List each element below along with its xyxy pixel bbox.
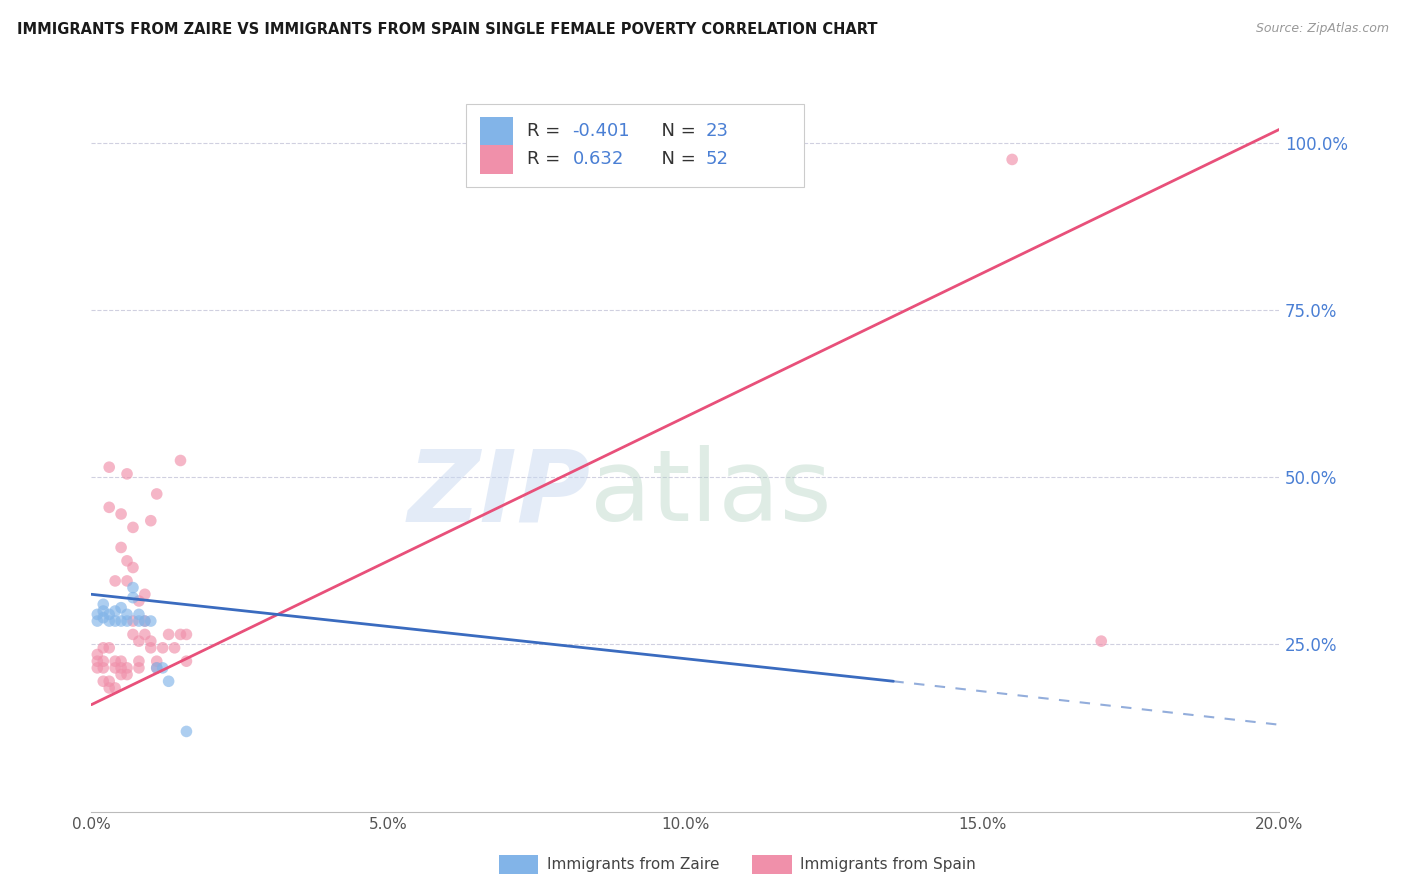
Point <box>139 640 162 655</box>
Point <box>91 661 114 675</box>
Text: R =: R = <box>527 122 567 140</box>
Point <box>1090 634 1112 648</box>
Point <box>122 560 145 574</box>
Point <box>86 661 108 675</box>
Point <box>163 640 186 655</box>
Point <box>91 611 114 625</box>
Point <box>91 640 114 655</box>
Point <box>104 614 127 628</box>
Point <box>122 591 145 605</box>
Point <box>98 614 121 628</box>
Text: 52: 52 <box>706 150 728 169</box>
Point <box>115 607 138 622</box>
Point <box>115 667 138 681</box>
Point <box>145 661 167 675</box>
Text: IMMIGRANTS FROM ZAIRE VS IMMIGRANTS FROM SPAIN SINGLE FEMALE POVERTY CORRELATION: IMMIGRANTS FROM ZAIRE VS IMMIGRANTS FROM… <box>17 22 877 37</box>
Point <box>157 627 180 641</box>
Point <box>139 614 162 628</box>
Point <box>128 607 150 622</box>
Point <box>104 574 127 588</box>
Text: N =: N = <box>650 150 702 169</box>
Point <box>152 640 174 655</box>
Point <box>157 674 180 689</box>
Point <box>139 634 162 648</box>
Point <box>122 520 145 534</box>
Point <box>139 514 162 528</box>
Text: R =: R = <box>527 150 572 169</box>
Point <box>115 661 138 675</box>
Point <box>110 541 132 555</box>
Point <box>128 594 150 608</box>
Point <box>128 654 150 668</box>
Point <box>110 667 132 681</box>
Point <box>86 614 108 628</box>
Point <box>98 500 121 515</box>
Point <box>169 453 191 467</box>
Point <box>176 724 198 739</box>
Point <box>128 661 150 675</box>
Point <box>104 661 127 675</box>
Text: 23: 23 <box>706 122 728 140</box>
Point <box>134 614 156 628</box>
Point <box>104 681 127 695</box>
Point <box>122 581 145 595</box>
Point <box>115 614 138 628</box>
Point <box>128 634 150 648</box>
Point <box>115 554 138 568</box>
Point <box>110 600 132 615</box>
Point <box>91 674 114 689</box>
Point <box>128 614 150 628</box>
Point <box>91 604 114 618</box>
Bar <box>479 117 513 145</box>
Point <box>145 661 167 675</box>
Point <box>134 627 156 641</box>
Point <box>152 661 174 675</box>
Point <box>86 654 108 668</box>
Point <box>134 587 156 601</box>
Bar <box>479 145 513 174</box>
Point <box>86 648 108 662</box>
Point <box>86 607 108 622</box>
Point <box>122 614 145 628</box>
Point <box>98 640 121 655</box>
Text: 0.632: 0.632 <box>572 150 624 169</box>
Point <box>115 574 138 588</box>
Point <box>115 467 138 481</box>
Text: ZIP: ZIP <box>408 445 591 542</box>
Point <box>110 614 132 628</box>
Text: atlas: atlas <box>591 445 832 542</box>
Point <box>1001 153 1024 167</box>
Point <box>91 654 114 668</box>
Point <box>110 507 132 521</box>
Point <box>145 487 167 501</box>
Point <box>98 674 121 689</box>
Text: Immigrants from Zaire: Immigrants from Zaire <box>547 857 720 871</box>
Point <box>98 681 121 695</box>
Point <box>145 654 167 668</box>
Text: Immigrants from Spain: Immigrants from Spain <box>800 857 976 871</box>
Point <box>110 654 132 668</box>
FancyBboxPatch shape <box>465 103 804 186</box>
Point <box>110 661 132 675</box>
Point <box>104 654 127 668</box>
Point <box>169 627 191 641</box>
Point <box>176 627 198 641</box>
Point <box>104 604 127 618</box>
Text: Source: ZipAtlas.com: Source: ZipAtlas.com <box>1256 22 1389 36</box>
Point <box>98 607 121 622</box>
Text: -0.401: -0.401 <box>572 122 630 140</box>
Point <box>134 614 156 628</box>
Point <box>176 654 198 668</box>
Point <box>122 627 145 641</box>
Text: N =: N = <box>650 122 702 140</box>
Point <box>98 460 121 475</box>
Point <box>91 598 114 612</box>
